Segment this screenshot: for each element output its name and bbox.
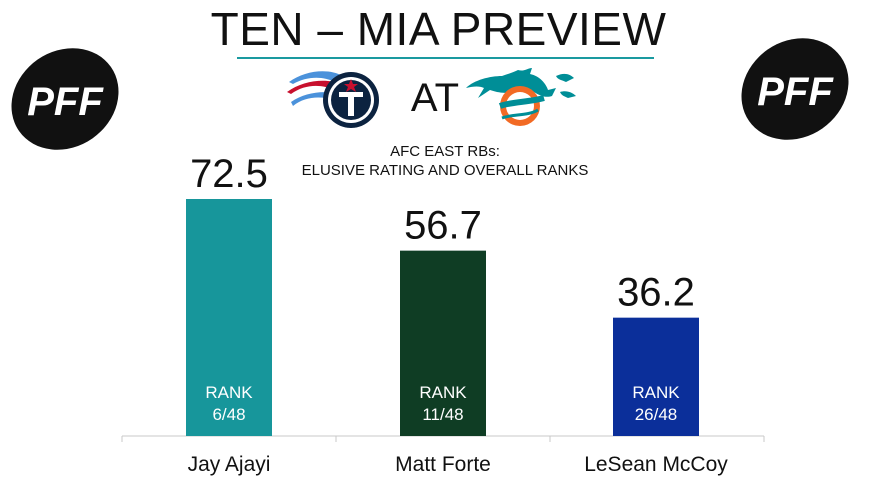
rank-value: 11/48 [422,405,463,424]
at-label: AT [410,76,460,120]
x-tick-label: Matt Forte [395,453,491,476]
chart-title-block: AFC EAST RBs: ELUSIVE RATING AND OVERALL… [270,142,620,180]
bar-value-label: 56.7 [404,204,482,248]
x-tick-label: LeSean McCoy [584,453,728,476]
rank-label: RANK [419,383,467,402]
bar [186,199,272,436]
pff-logo-icon: PFF [11,48,119,150]
chart-subtitle: ELUSIVE RATING AND OVERALL RANKS [301,162,589,179]
bar [400,250,486,436]
rank-value: 26/48 [635,405,678,424]
pff-logo-icon: PFF [741,38,849,140]
dolphins-logo-icon [466,68,576,126]
bar-value-label: 72.5 [190,152,268,196]
bar [613,317,699,436]
bar-value-label: 36.2 [617,271,695,315]
pff-logo-text: PFF [27,80,104,124]
titans-logo-icon [287,71,379,128]
x-tick-label: Jay Ajayi [188,453,271,476]
title-underline [237,57,654,59]
rank-label: RANK [632,383,680,402]
page-title: TEN – MIA PREVIEW [210,3,667,55]
chart-title: AFC EAST RBs: [390,143,500,160]
pff-logo-text: PFF [757,70,834,114]
rank-label: RANK [205,383,253,402]
rank-value: 6/48 [212,405,245,424]
